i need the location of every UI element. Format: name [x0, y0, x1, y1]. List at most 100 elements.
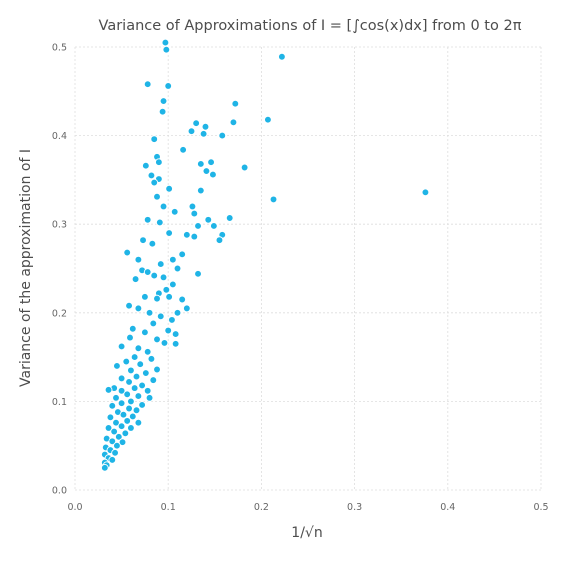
data-point: [165, 293, 173, 301]
data-point: [136, 360, 145, 369]
x-tick-label: 0.1: [161, 502, 176, 513]
data-point: [156, 260, 165, 268]
data-point: [210, 222, 218, 230]
data-point: [225, 214, 234, 222]
data-point: [168, 316, 176, 324]
data-point: [231, 99, 240, 108]
data-point: [130, 353, 139, 361]
data-point: [118, 438, 127, 447]
data-point: [128, 324, 137, 333]
data-point: [141, 369, 150, 377]
x-tick-label: 0.2: [254, 502, 269, 513]
data-point: [196, 186, 205, 195]
data-point: [143, 347, 152, 356]
data-point: [125, 404, 133, 413]
x-tick-label: 0.3: [347, 502, 362, 513]
data-point: [112, 394, 120, 402]
data-point: [164, 326, 173, 335]
y-tick-label: 0.3: [52, 220, 67, 231]
data-point: [114, 432, 123, 441]
data-point: [143, 268, 152, 276]
data-point: [130, 384, 139, 392]
data-point: [153, 335, 161, 344]
data-point: [153, 294, 161, 303]
data-point: [269, 195, 278, 204]
data-point: [159, 97, 168, 105]
data-point: [170, 207, 179, 216]
data-point: [155, 158, 163, 167]
data-point: [162, 285, 171, 294]
data-point: [106, 413, 115, 422]
data-point: [190, 209, 199, 218]
data-point: [160, 339, 169, 347]
data-point: [132, 406, 141, 415]
data-point: [153, 192, 161, 201]
data-point: [173, 264, 182, 273]
data-point: [202, 167, 211, 175]
data-point: [145, 394, 154, 402]
data-point: [134, 392, 143, 400]
x-axis-label: 1/√n: [291, 525, 322, 541]
data-point: [147, 171, 156, 180]
data-point: [162, 45, 171, 54]
data-point: [150, 271, 159, 280]
data-point: [169, 255, 177, 264]
data-point: [215, 236, 224, 244]
data-point: [171, 339, 180, 348]
data-point: [165, 184, 173, 193]
y-tick-label: 0.1: [52, 397, 67, 408]
y-tick-label: 0.5: [52, 43, 67, 54]
data-point: [278, 52, 286, 61]
data-point: [194, 269, 202, 278]
data-point: [159, 273, 168, 282]
data-point: [164, 82, 173, 90]
data-point: [117, 399, 126, 408]
data-point: [128, 412, 137, 421]
data-point: [134, 418, 143, 427]
data-point: [134, 344, 143, 353]
data-point: [182, 230, 191, 239]
data-point: [229, 118, 238, 127]
data-point: [104, 424, 113, 432]
data-point: [204, 215, 213, 224]
tick-labels: 0.0 0.1 0.2 0.3 0.4 0.5 0.0 0.1 0.2 0.3 0.4 0.5: [52, 43, 549, 514]
data-point: [108, 401, 117, 410]
data-point: [264, 115, 272, 124]
data-point: [117, 386, 126, 395]
data-point: [117, 342, 126, 351]
data-point: [178, 250, 187, 259]
data-point: [179, 145, 187, 154]
data-point: [182, 304, 191, 313]
data-point: [108, 456, 117, 464]
data-point: [149, 376, 158, 384]
data-point: [112, 418, 120, 427]
data-points: [100, 38, 430, 472]
data-point: [113, 362, 121, 370]
data-point: [149, 319, 158, 328]
x-tick-label: 0.0: [67, 502, 82, 513]
data-point: [218, 131, 227, 140]
data-point: [125, 301, 133, 310]
data-point: [111, 448, 119, 457]
data-point: [240, 163, 249, 172]
y-axis-label: Variance of the approximation of I: [18, 149, 34, 387]
data-point: [123, 248, 132, 257]
data-point: [153, 365, 161, 374]
data-point: [171, 330, 180, 338]
data-point: [147, 355, 156, 363]
data-point: [138, 381, 146, 390]
data-point: [143, 386, 152, 395]
data-point: [117, 422, 126, 431]
data-point: [141, 293, 149, 301]
data-point: [421, 188, 430, 197]
data-point: [201, 122, 210, 131]
data-point: [158, 107, 167, 116]
data-point: [119, 410, 128, 419]
data-point: [121, 429, 130, 438]
data-point: [169, 280, 177, 289]
data-point: [143, 80, 152, 89]
data-point: [188, 202, 197, 211]
y-tick-label: 0.0: [52, 486, 67, 497]
data-point: [161, 38, 170, 47]
